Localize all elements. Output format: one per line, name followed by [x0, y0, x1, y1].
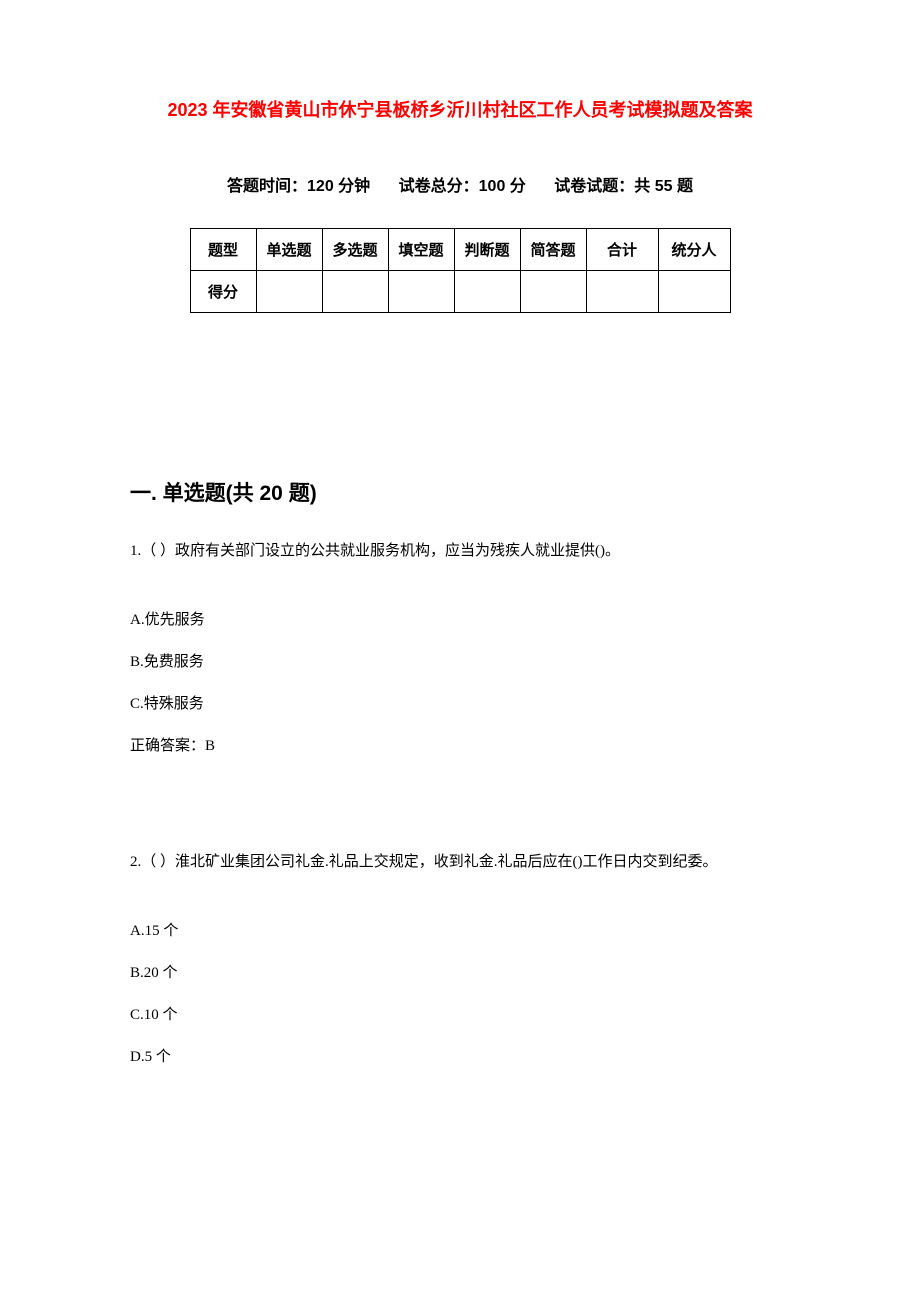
- option-b: B.免费服务: [130, 650, 790, 674]
- table-cell: [520, 271, 586, 313]
- table-cell: 填空题: [388, 229, 454, 271]
- time-label: 答题时间：120 分钟: [227, 178, 370, 195]
- table-cell: 简答题: [520, 229, 586, 271]
- table-cell: [586, 271, 658, 313]
- exam-title: 2023 年安徽省黄山市休宁县板桥乡沂川村社区工作人员考试模拟题及答案: [130, 96, 790, 122]
- question-text: 1.（ ）政府有关部门设立的公共就业服务机构，应当为残疾人就业提供()。: [130, 535, 790, 568]
- question-text: 2.（ ）淮北矿业集团公司礼金.礼品上交规定，收到礼金.礼品后应在()工作日内交…: [130, 846, 790, 879]
- table-cell: [658, 271, 730, 313]
- option-c: C.特殊服务: [130, 692, 790, 716]
- option-b: B.20 个: [130, 961, 790, 985]
- table-cell: 判断题: [454, 229, 520, 271]
- table-row: 题型 单选题 多选题 填空题 判断题 简答题 合计 统分人: [190, 229, 730, 271]
- table-cell: [454, 271, 520, 313]
- question-block: 2.（ ）淮北矿业集团公司礼金.礼品上交规定，收到礼金.礼品后应在()工作日内交…: [130, 846, 790, 1069]
- table-cell: 题型: [190, 229, 256, 271]
- score-table: 题型 单选题 多选题 填空题 判断题 简答题 合计 统分人 得分: [190, 228, 731, 313]
- option-a: A.15 个: [130, 919, 790, 943]
- table-cell: 统分人: [658, 229, 730, 271]
- total-score-label: 试卷总分：100 分: [399, 178, 526, 195]
- table-cell: 合计: [586, 229, 658, 271]
- option-c: C.10 个: [130, 1003, 790, 1027]
- question-count-label: 试卷试题：共 55 题: [554, 178, 693, 195]
- table-cell: [388, 271, 454, 313]
- exam-meta: 答题时间：120 分钟 试卷总分：100 分 试卷试题：共 55 题: [130, 172, 790, 196]
- table-row: 得分: [190, 271, 730, 313]
- table-cell: [256, 271, 322, 313]
- correct-answer: 正确答案：B: [130, 734, 790, 758]
- question-block: 1.（ ）政府有关部门设立的公共就业服务机构，应当为残疾人就业提供()。 A.优…: [130, 535, 790, 758]
- section-heading: 一. 单选题(共 20 题): [130, 477, 790, 507]
- table-cell: 得分: [190, 271, 256, 313]
- table-cell: 多选题: [322, 229, 388, 271]
- option-d: D.5 个: [130, 1045, 790, 1069]
- table-cell: [322, 271, 388, 313]
- table-cell: 单选题: [256, 229, 322, 271]
- option-a: A.优先服务: [130, 608, 790, 632]
